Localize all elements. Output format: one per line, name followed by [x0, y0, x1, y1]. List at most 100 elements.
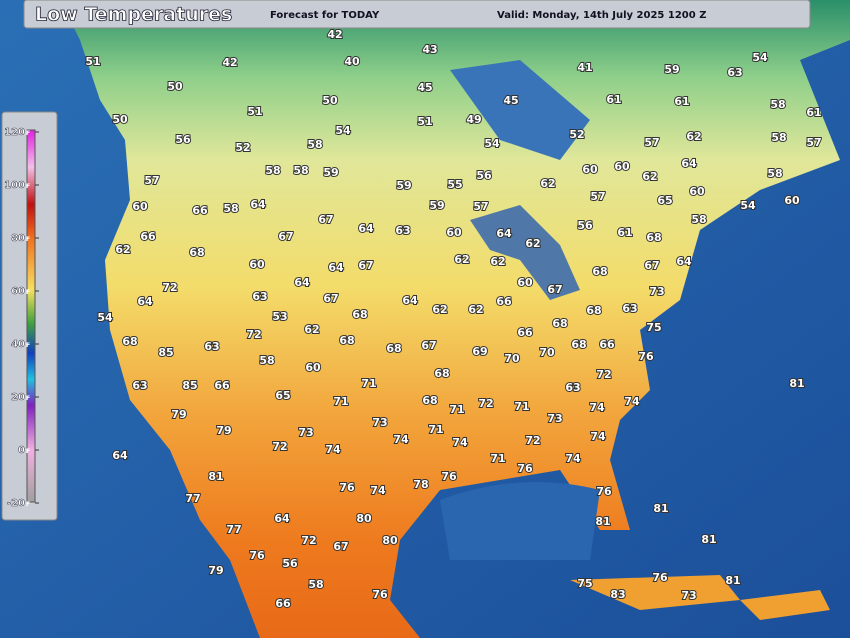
temperature-label: 61 [674, 95, 689, 108]
legend-unit: F [26, 289, 30, 296]
temperature-label: 59 [664, 63, 679, 76]
temperature-label: 68 [352, 308, 367, 321]
temperature-label: 64 [294, 276, 310, 289]
temperature-label: 85 [158, 346, 173, 359]
temperature-label: 62 [686, 130, 701, 143]
temperature-label: 64 [496, 227, 512, 240]
temperature-label: 68 [386, 342, 401, 355]
temperature-label: 62 [304, 323, 319, 336]
temperature-label: 81 [789, 377, 804, 390]
temperature-label: 64 [358, 222, 374, 235]
temperature-label: 61 [606, 93, 621, 106]
legend-unit: F [26, 448, 30, 455]
temperature-label: 58 [223, 202, 238, 215]
temperature-label: 58 [691, 213, 706, 226]
legend-tick-label: 60 [11, 286, 25, 297]
temperature-label: 53 [272, 310, 287, 323]
temperature-label: 59 [323, 166, 338, 179]
temperature-label: 40 [344, 55, 360, 68]
temperature-label: 68 [189, 246, 204, 259]
temperature-label: 74 [452, 436, 468, 449]
temperature-label: 76 [638, 350, 654, 363]
temperature-label: 67 [318, 213, 333, 226]
temperature-label: 81 [725, 574, 740, 587]
temperature-label: 56 [476, 169, 492, 182]
temperature-label: 74 [590, 430, 606, 443]
temperature-label: 74 [325, 443, 341, 456]
legend-unit: F [26, 342, 30, 349]
temperature-label: 64 [328, 261, 344, 274]
temperature-label: 74 [370, 484, 386, 497]
temperature-label: 60 [132, 200, 148, 213]
temperature-label: 68 [646, 231, 661, 244]
temperature-label: 72 [478, 397, 493, 410]
temperature-label: 64 [137, 295, 153, 308]
temperature-label: 58 [770, 98, 785, 111]
legend-tick-label: 20 [11, 392, 25, 403]
cuba [570, 575, 740, 610]
temperature-label: 81 [208, 470, 223, 483]
temperature-label: 79 [216, 424, 231, 437]
temperature-label: 73 [298, 426, 313, 439]
temperature-label: 67 [421, 339, 436, 352]
temperature-label: 58 [293, 164, 308, 177]
temperature-label: 62 [454, 253, 469, 266]
legend-unit: F [26, 130, 30, 137]
temperature-label: 45 [417, 81, 432, 94]
temperature-label: 76 [372, 588, 388, 601]
temperature-label: 68 [122, 335, 137, 348]
temperature-label: 63 [132, 379, 147, 392]
temperature-label: 57 [590, 190, 605, 203]
temperature-label: 63 [395, 224, 410, 237]
temperature-label: 75 [577, 577, 592, 590]
temperature-label: 68 [339, 334, 354, 347]
temperature-label: 51 [85, 55, 100, 68]
temperature-label: 70 [539, 346, 555, 359]
legend-tick-label: 120 [4, 127, 25, 138]
temperature-label: 54 [752, 51, 768, 64]
temperature-label: 62 [642, 170, 657, 183]
temperature-label: 63 [204, 340, 219, 353]
temperature-label: 58 [259, 354, 274, 367]
temperature-label: 62 [525, 237, 540, 250]
temperature-label: 73 [547, 412, 562, 425]
temperature-label: 62 [432, 303, 447, 316]
temperature-label: 64 [402, 294, 418, 307]
temperature-label: 71 [428, 423, 443, 436]
header-bar [23, 0, 811, 29]
temperature-label: 65 [657, 194, 672, 207]
legend-tick-label: -20 [7, 498, 25, 509]
temperature-label: 60 [689, 185, 705, 198]
temperature-label: 54 [484, 137, 500, 150]
temperature-label: 43 [422, 43, 437, 56]
temperature-label: 66 [517, 326, 533, 339]
temperature-label: 58 [308, 578, 323, 591]
temperature-label: 60 [249, 258, 265, 271]
temperature-label: 76 [517, 462, 533, 475]
temperature-label: 77 [226, 523, 241, 536]
temperature-label: 78 [413, 478, 428, 491]
temperature-label: 73 [681, 589, 696, 602]
temperature-label: 68 [434, 367, 449, 380]
temperature-label: 79 [171, 408, 186, 421]
temperature-label: 74 [565, 452, 581, 465]
legend-unit: F [26, 501, 30, 508]
legend-tick-label: 40 [11, 339, 25, 350]
temperature-label: 42 [327, 28, 342, 41]
temperature-label: 42 [222, 56, 237, 69]
temperature-label: 64 [274, 512, 290, 525]
temperature-label: 60 [784, 194, 800, 207]
gulf [440, 482, 600, 560]
temperature-label: 75 [646, 321, 661, 334]
temperature-label: 71 [514, 400, 529, 413]
temperature-label: 51 [417, 115, 432, 128]
temperature-label: 63 [622, 302, 637, 315]
temperature-label: 54 [740, 199, 756, 212]
legend-tick-label: 100 [4, 180, 25, 191]
temperature-label: 68 [422, 394, 437, 407]
temperature-label: 67 [644, 259, 659, 272]
temperature-label: 69 [472, 345, 487, 358]
temperature-label: 63 [252, 290, 267, 303]
temperature-label: 57 [644, 136, 659, 149]
legend-unit: F [26, 183, 30, 190]
